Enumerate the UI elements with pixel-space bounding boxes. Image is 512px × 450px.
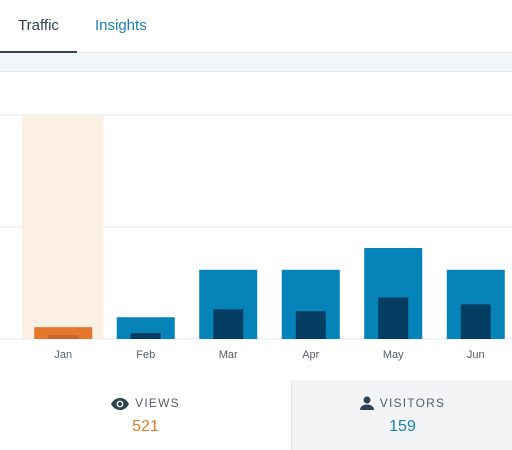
views-header: VIEWS [0,396,291,410]
bar-chart: Jan Feb Mar Apr May Jun [0,72,512,379]
bar-visitors-mar [213,309,244,339]
stats-strip: VIEWS 521 VISITORS 159 [0,380,512,450]
x-tick-jun: Jun [467,349,485,361]
views-label: VIEWS [135,396,180,410]
visitors-stat[interactable]: VISITORS 159 [291,380,512,450]
bar-visitors-may [378,297,409,339]
bar-visitors-apr [295,311,326,339]
bar-visitors-jun [460,304,491,339]
visitors-header: VISITORS [292,396,512,410]
bar-chart-svg: Jan Feb Mar Apr May Jun [0,114,512,361]
x-tick-apr: Apr [302,349,319,361]
tab-traffic[interactable]: Traffic [0,0,77,53]
person-icon [359,396,374,410]
views-value: 521 [132,418,159,435]
bar-views-jan [34,327,93,339]
bar-visitors-feb [130,333,161,339]
selected-column-highlight [22,115,104,339]
bar-visitors-jan [48,335,79,339]
visitors-value: 159 [389,418,416,435]
tab-bar: Traffic Insights [0,0,512,53]
x-tick-jan: Jan [54,349,72,361]
x-tick-mar: Mar [219,349,238,361]
x-tick-may: May [383,349,404,361]
tab-insights[interactable]: Insights [95,17,147,34]
x-tick-feb: Feb [136,349,155,361]
visitors-label: VISITORS [379,396,446,410]
eye-icon [111,398,130,410]
chart-toolbar-band [0,53,512,72]
views-stat[interactable]: VIEWS 521 [0,380,291,450]
